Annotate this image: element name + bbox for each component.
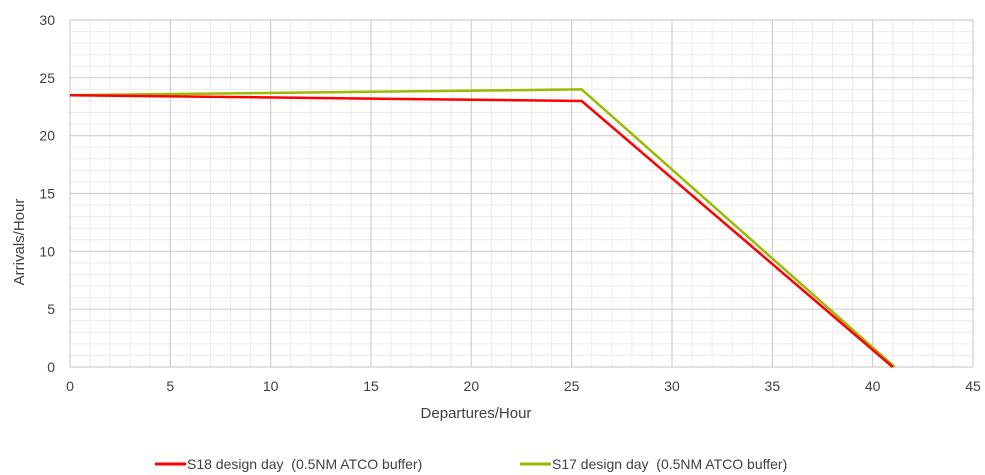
x-tick-label: 40 [865, 378, 881, 394]
y-tick-label: 30 [39, 12, 55, 28]
y-axis-title: Arrivals/Hour [11, 199, 28, 286]
series-line-2 [69, 88, 896, 368]
x-axis-tick-labels: 0 5 10 15 20 25 30 35 40 45 [66, 378, 981, 394]
x-tick-label: 45 [965, 378, 981, 394]
legend-label-1: S18 design day (0.5NM ATCO buffer) [187, 456, 422, 472]
y-tick-label: 5 [47, 301, 55, 317]
x-tick-label: 10 [263, 378, 279, 394]
x-axis-title: Departures/Hour [421, 405, 532, 422]
legend-label-2: S17 design day (0.5NM ATCO buffer) [552, 456, 787, 472]
legend: S18 design day (0.5NM ATCO buffer) S17 de… [155, 456, 787, 472]
series-lines [69, 88, 896, 368]
y-tick-label: 15 [39, 186, 55, 202]
y-axis-tick-labels: 0 5 10 15 20 25 30 [39, 12, 55, 375]
y-tick-label: 25 [39, 70, 55, 86]
x-tick-label: 35 [765, 378, 781, 394]
y-tick-label: 20 [39, 128, 55, 144]
series-line-1 [69, 93, 894, 368]
x-tick-label: 5 [166, 378, 174, 394]
y-tick-label: 10 [39, 243, 55, 259]
x-tick-label: 20 [464, 378, 480, 394]
y-tick-label: 0 [47, 359, 55, 375]
x-tick-label: 25 [564, 378, 580, 394]
x-tick-label: 15 [363, 378, 379, 394]
x-tick-label: 30 [664, 378, 680, 394]
major-gridlines [69, 19, 974, 368]
x-tick-label: 0 [66, 378, 74, 394]
